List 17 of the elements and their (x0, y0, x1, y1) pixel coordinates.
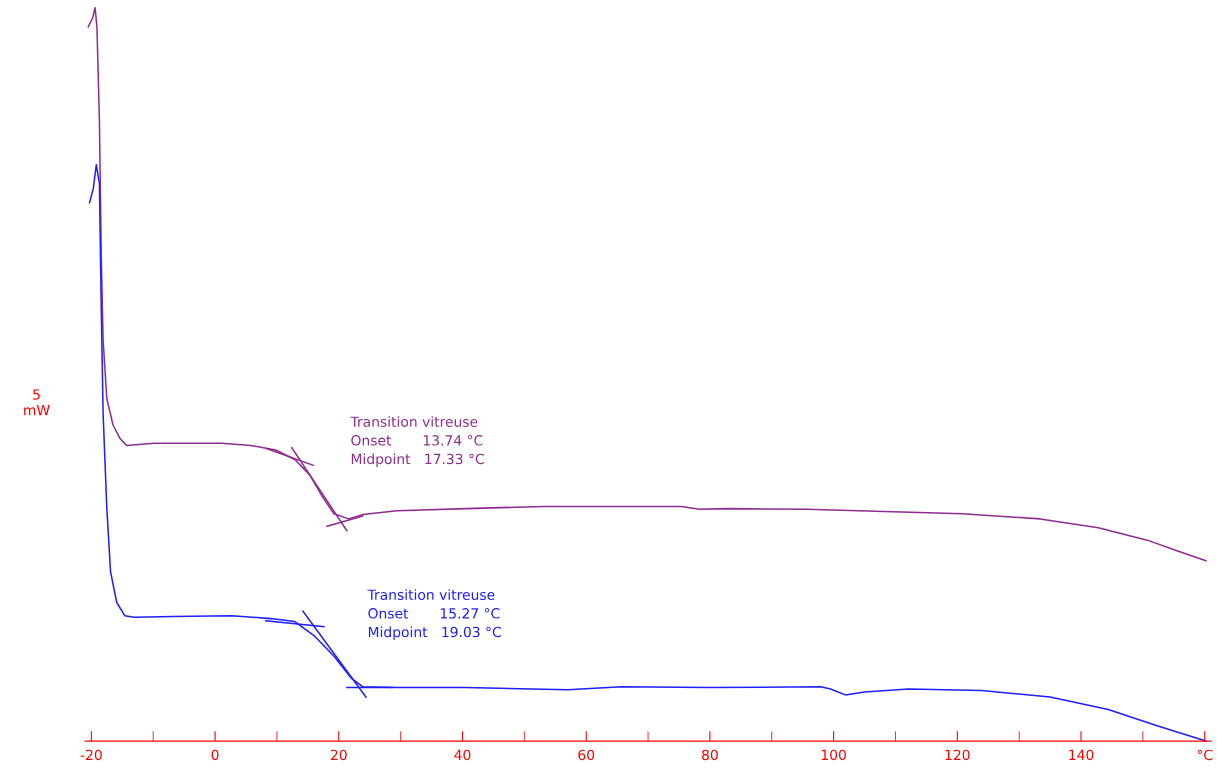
annotation: Transition vitreuse (367, 589, 495, 600)
x-tick-label: 140 (1069, 749, 1094, 761)
annotation: Transition vitreuse (350, 416, 478, 427)
x-tick-label: °C (1197, 749, 1213, 761)
x-tick-label: 80 (702, 749, 718, 761)
annotation: Onset 13.74 °C (351, 435, 483, 446)
x-tick-label: 40 (454, 749, 471, 761)
annotation: Onset 15.27 °C (368, 608, 500, 619)
y-axis-title: 5 mW (24, 389, 50, 416)
x-tick-label: -20 (80, 749, 102, 761)
x-tick-label: 20 (330, 749, 347, 761)
x-tick-label: 0 (211, 749, 219, 761)
x-tick-label: 120 (945, 749, 970, 761)
annotation: Midpoint 17.33 °C (351, 453, 484, 467)
annotation: Midpoint 19.03 °C (368, 626, 501, 640)
x-tick-label: 60 (578, 749, 595, 761)
x-tick-label: 100 (821, 749, 846, 761)
